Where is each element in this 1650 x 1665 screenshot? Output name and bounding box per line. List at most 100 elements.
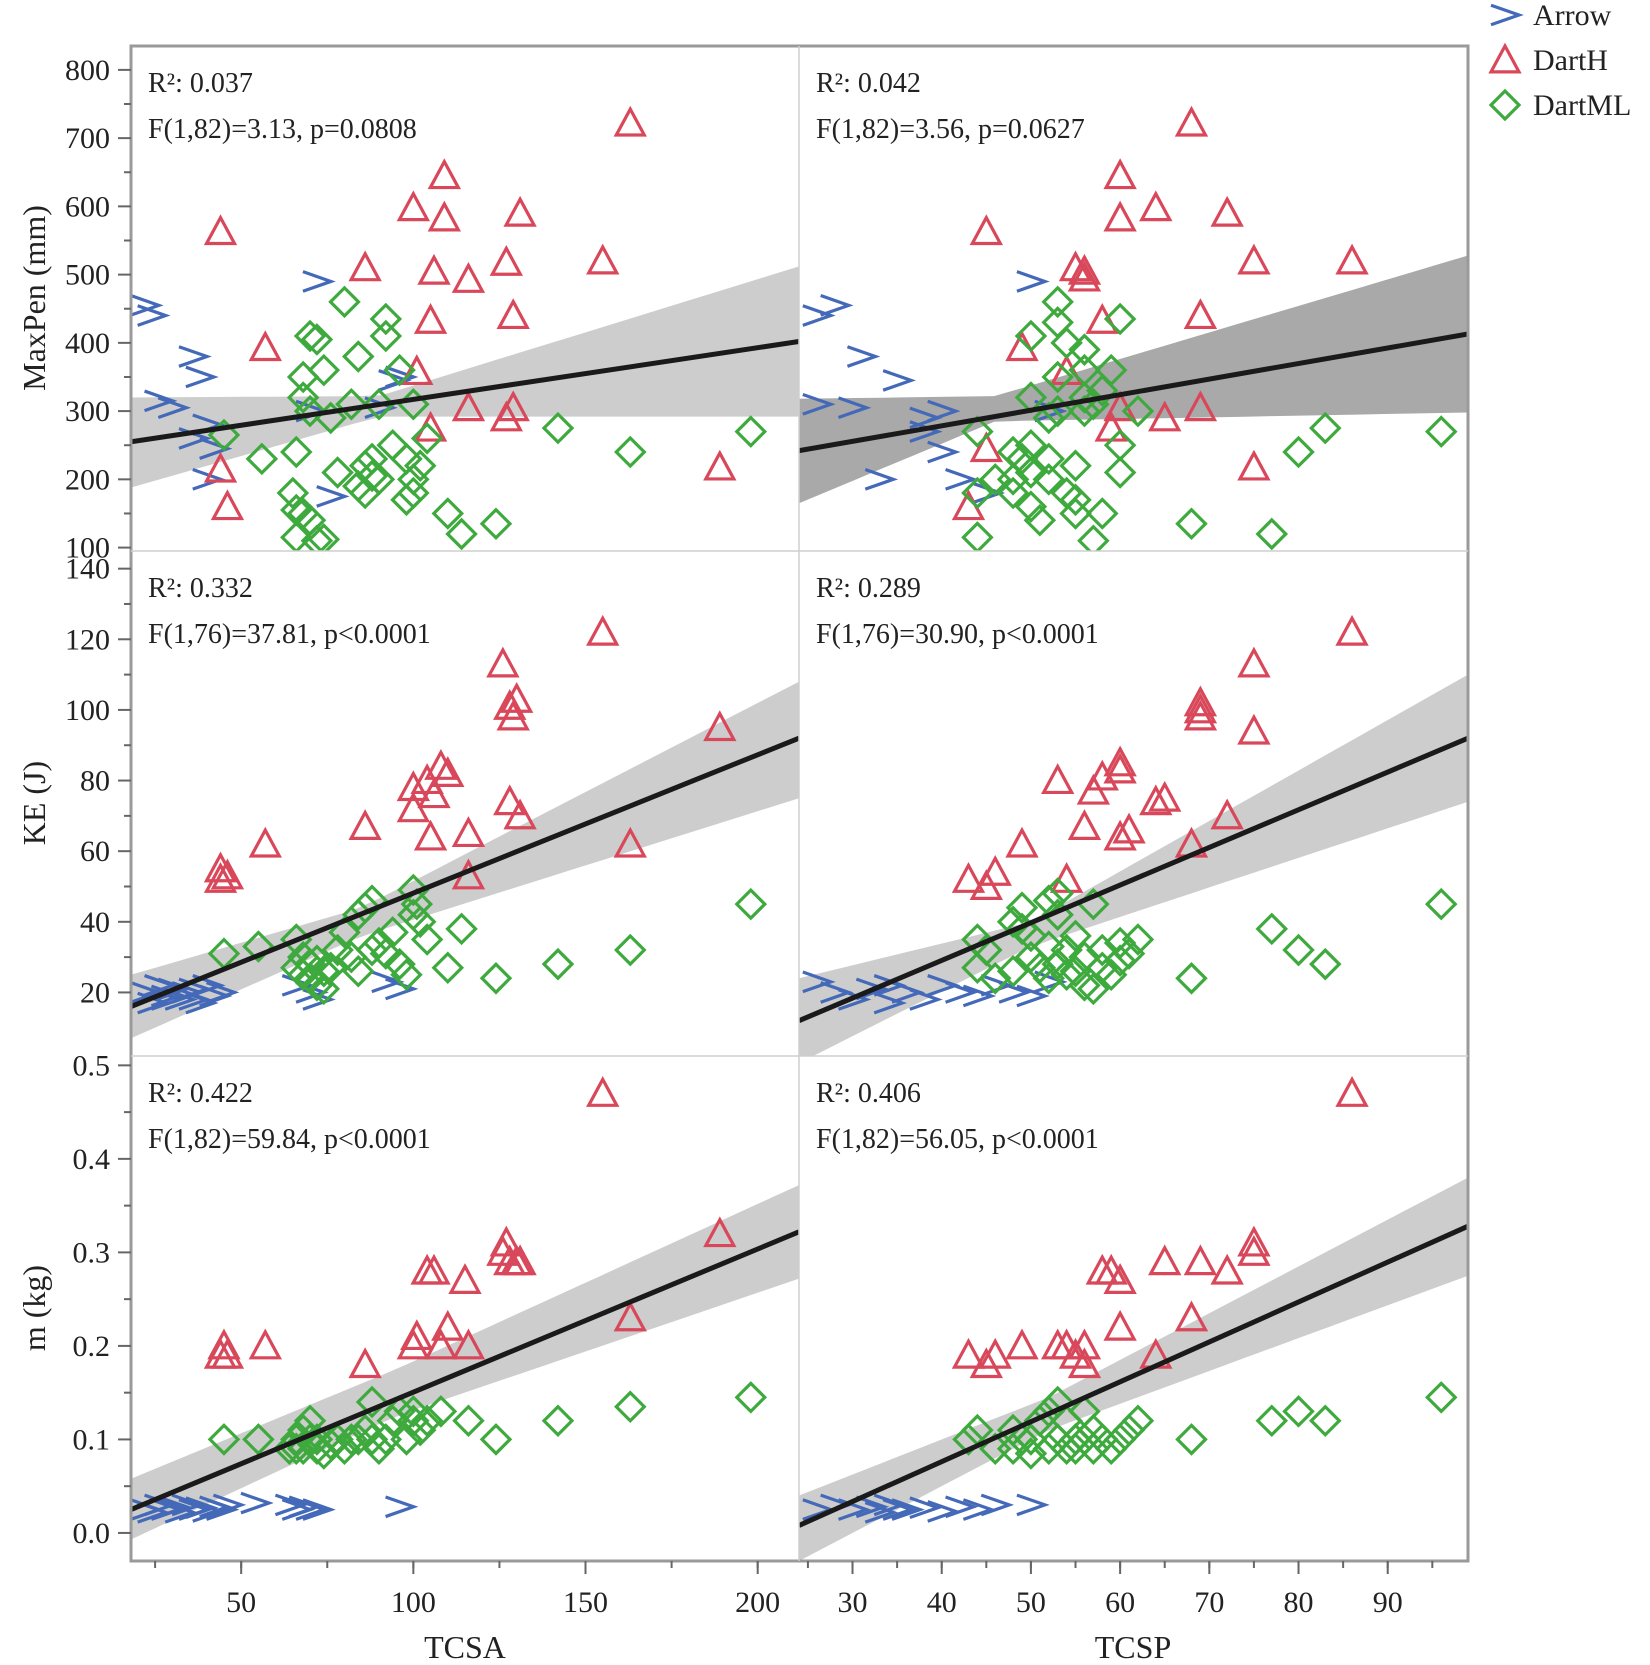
point-arrow-0-1-13 [864,468,899,491]
point-arrow-2-1-12 [1016,1493,1050,1517]
point-darth-1-0-1 [203,851,238,883]
point-darth-1-1-13 [1139,784,1173,816]
point-arrow-1-1-6 [909,988,943,1011]
point-dartml-1-0-22 [369,937,403,970]
stat-f-0-0: F(1,82)=3.13, p=0.0808 [148,114,417,145]
point-arrow-2-1-11 [980,1493,1015,1517]
point-darth-2-1-16 [1183,1244,1218,1276]
y-tick-label-1-2: 60 [80,835,110,868]
point-dartml-1-0-18 [348,891,382,924]
point-arrow-0-0-1 [137,304,171,327]
point-dartml-2-1-28 [1282,1395,1315,1428]
x-tick-label-0-2: 150 [563,1586,608,1619]
point-dartml-0-1-22 [1059,497,1092,530]
point-darth-1-0-0 [203,862,238,893]
point-darth-0-1-15 [1237,449,1271,481]
x-axis-title-tcsa: TCSA [424,1629,506,1665]
point-arrow-2-1-7 [909,1496,943,1520]
y-tick-label-0-4: 500 [65,259,110,292]
point-dartml-2-1-24 [1112,1413,1146,1447]
point-dartml-1-0-31 [431,951,465,984]
point-darth-1-1-5 [1049,862,1084,893]
fit-line-1-1 [799,735,1468,1023]
stat-r2-1-1: R²: 0.289 [816,573,921,604]
point-darth-0-1-6 [1067,253,1102,285]
point-darth-0-0-21 [496,390,530,422]
point-darth-0-0-2 [210,489,245,521]
panel-2-0 [131,1076,799,1540]
point-dartml-0-0-33 [479,507,513,540]
stat-r2-0-1: R²: 0.042 [816,68,921,99]
point-dartml-0-0-41 [280,493,313,527]
point-arrow-2-0-14 [274,1493,309,1517]
point-dartml-0-0-1 [245,442,279,476]
point-arrow-1-1-3 [855,977,890,1001]
point-darth-0-0-16 [703,449,737,481]
point-dartml-1-0-33 [479,962,513,995]
point-darth-2-1-0 [951,1337,986,1369]
point-darth-1-0-19 [503,798,537,830]
point-darth-1-1-4 [1040,763,1075,795]
point-arrow-1-1-11 [998,981,1032,1004]
y-tick-label-0-2: 300 [65,395,110,428]
legend-marker-arrow [1490,3,1524,27]
fit-line-0-1 [799,331,1468,454]
point-dartml-0-0-27 [397,476,430,510]
point-dartml-0-1-40 [1424,415,1458,448]
point-dartml-0-0-24 [390,483,423,517]
point-dartml-0-1-27 [1068,333,1101,366]
point-arrow-0-1-7 [927,399,961,423]
point-dartml-0-0-13 [335,388,368,421]
point-dartml-0-1-38 [1282,435,1315,469]
legend-label-arrow: Arrow [1533,0,1612,32]
point-dartml-2-1-6 [1014,1437,1048,1470]
point-dartml-1-1-32 [1255,912,1289,946]
point-arrow-0-1-0 [802,392,836,416]
point-arrow-2-0-13 [240,1491,274,1515]
point-darth-1-1-14 [1148,780,1182,812]
x-tick-label-0-1: 100 [391,1586,436,1619]
point-arrow-2-0-11 [205,1498,240,1521]
point-arrow-1-1-12 [1016,984,1050,1008]
point-dartml-2-1-26 [1175,1423,1208,1456]
point-dartml-1-1-20 [1068,969,1101,1002]
stat-r2-0-0: R²: 0.037 [148,68,253,99]
point-dartml-0-0-14 [341,340,375,373]
point-arrow-0-0-12 [316,485,350,508]
point-darth-2-1-11 [1103,1263,1137,1294]
point-dartml-0-0-37 [280,521,313,551]
point-darth-2-0-10 [431,1309,465,1341]
point-darth-0-0-11 [489,244,524,276]
point-darth-0-0-1 [203,451,238,483]
point-darth-1-0-4 [348,809,382,840]
point-darth-1-0-14 [486,646,520,678]
point-dartml-0-1-31 [1094,353,1128,387]
stat-f-2-1: F(1,82)=56.05, p<0.0001 [816,1124,1099,1155]
panel-2-1 [799,1076,1468,1561]
stat-f-1-1: F(1,76)=30.90, p<0.0001 [816,619,1099,650]
point-darth-2-1-1 [969,1347,1004,1379]
point-dartml-0-0-20 [369,302,403,336]
confidence-band-0-1 [799,255,1468,504]
point-dartml-1-1-5 [996,954,1030,988]
y-axis-title-ke: KE (J) [16,761,52,845]
stat-r2-2-1: R²: 0.406 [816,1078,921,1109]
point-darth-1-1-21 [1237,713,1271,745]
point-dartml-1-1-21 [1068,940,1101,974]
point-dartml-2-0-24 [390,1423,423,1456]
x-tick-label-1-5: 80 [1284,1586,1314,1619]
point-dartml-2-0-28 [410,1404,444,1437]
point-darth-1-0-21 [613,826,647,858]
point-darth-1-1-18 [1183,692,1218,724]
point-dartml-0-0-44 [348,449,382,482]
point-darth-0-0-15 [613,105,647,137]
point-darth-0-1-0 [969,214,1004,246]
point-arrow-2-1-4 [864,1501,899,1524]
point-dartml-1-0-11 [307,972,341,1006]
point-dartml-0-1-33 [1103,428,1137,462]
y-tick-label-2-3: 0.3 [73,1236,111,1269]
point-dartml-1-1-17 [1050,958,1083,992]
point-darth-1-1-10 [1103,745,1137,777]
legend-label-darth: DartH [1533,44,1608,77]
